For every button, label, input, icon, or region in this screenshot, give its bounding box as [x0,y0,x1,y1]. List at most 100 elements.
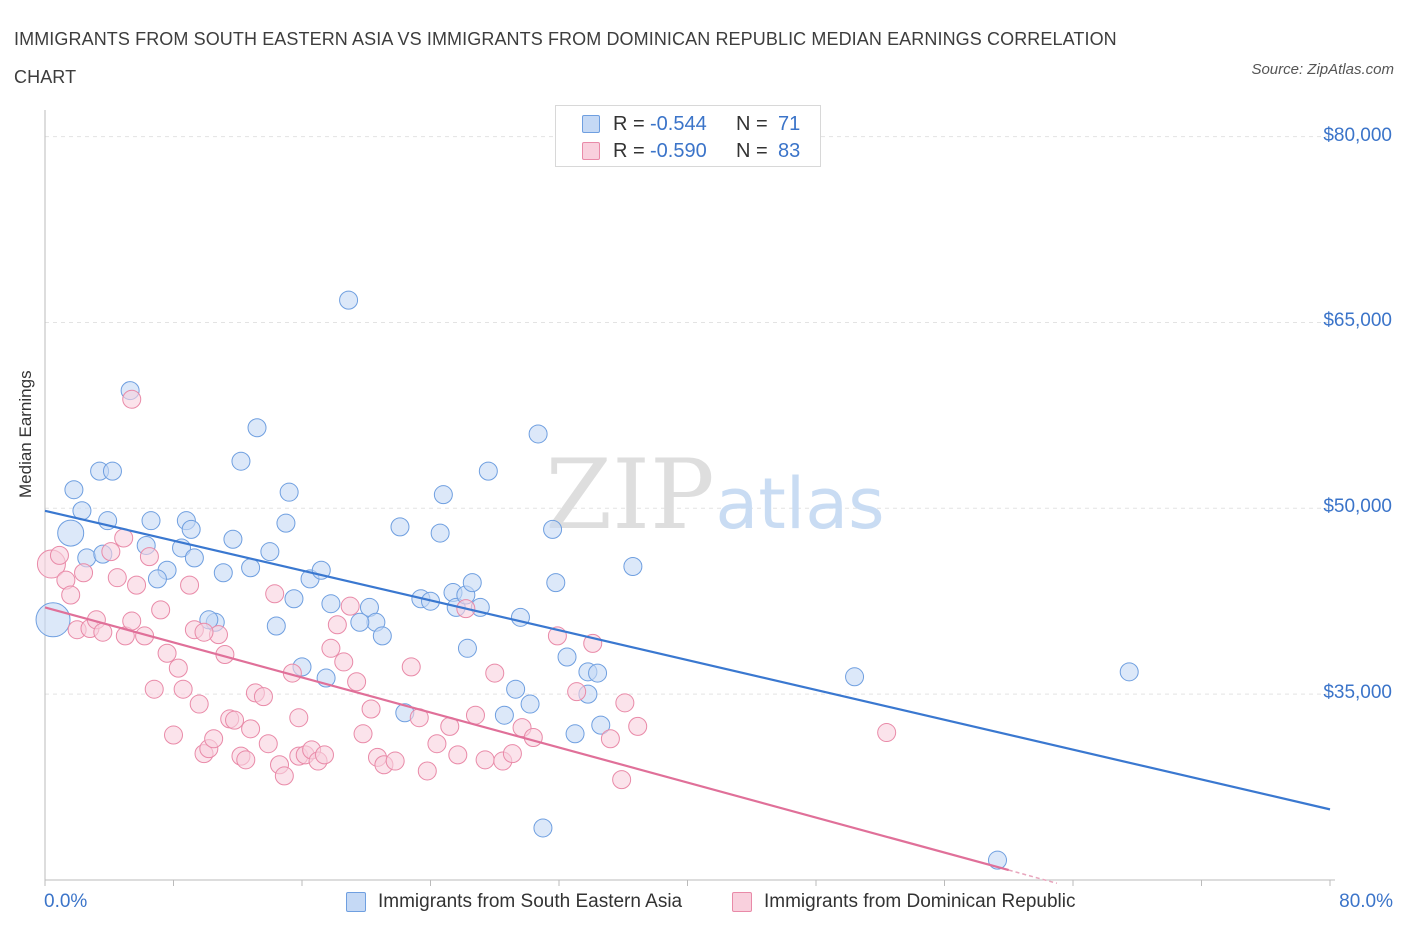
gridlines [45,136,1330,695]
legend-swatch-pink [582,142,600,160]
point-south-eastern-asia [506,679,526,699]
point-south-eastern-asia [591,715,611,735]
point-dominican-republic [189,694,209,714]
point-south-eastern-asia [276,513,296,533]
point-south-eastern-asia [321,594,341,614]
trend-line-extension-dominican-republic [1008,869,1058,885]
point-south-eastern-asia [543,519,563,539]
point-south-eastern-asia [284,589,304,609]
point-dominican-republic [180,575,200,595]
bottom-legend-label: Immigrants from South Eastern Asia [378,891,683,912]
point-dominican-republic [225,710,245,730]
point-south-eastern-asia [588,663,608,683]
source-label: Source: ZipAtlas.com [1251,61,1394,78]
legend-r-label: R = [613,113,645,135]
point-dominican-republic [289,708,309,728]
point-dominican-republic [204,729,224,749]
point-south-eastern-asia [565,724,585,744]
legend-n-label: N = [736,113,768,135]
point-south-eastern-asia [57,519,85,547]
point-dominican-republic [157,643,177,663]
x-tick-label-min: 0.0% [44,891,88,912]
point-dominican-republic [361,699,381,719]
watermark-atlas: atlas [715,463,884,545]
data-points [35,290,1139,870]
legend-n-label: N = [736,140,768,162]
point-south-eastern-asia [430,523,450,543]
point-south-eastern-asia [557,647,577,667]
point-dominican-republic [122,389,142,409]
point-south-eastern-asia [457,638,477,658]
point-dominican-republic [327,615,347,635]
point-south-eastern-asia [260,542,280,562]
y-tick-label: $50,000 [1323,496,1392,518]
point-dominican-republic [877,723,897,743]
point-south-eastern-asia [494,705,514,725]
point-south-eastern-asia [181,519,201,539]
chart-title: IMMIGRANTS FROM SOUTH EASTERN ASIA VS IM… [14,29,1117,87]
point-south-eastern-asia [478,461,498,481]
point-south-eastern-asia [339,290,359,310]
point-dominican-republic [347,672,367,692]
point-dominican-republic [628,716,648,736]
point-south-eastern-asia [528,424,548,444]
point-dominican-republic [274,766,294,786]
point-dominican-republic [615,693,635,713]
point-dominican-republic [101,542,121,562]
point-south-eastern-asia [350,612,370,632]
point-dominican-republic [49,545,69,565]
point-dominican-republic [258,734,278,754]
y-axis-label: Median Earnings [16,370,35,498]
legend-n-value: 71 [778,113,801,135]
correlation-legend: R = -0.544 N = 71 R = -0.590 N = 83 [555,105,821,167]
legend-r-label: R = [613,140,645,162]
point-south-eastern-asia [147,569,167,589]
point-south-eastern-asia [533,818,553,838]
point-south-eastern-asia [845,667,865,687]
point-dominican-republic [385,751,405,771]
trend-line-south-eastern-asia [44,509,1331,811]
point-dominican-republic [475,750,495,770]
bottom-legend-swatch-pink [732,892,752,912]
legend-r-value: -0.590 [650,140,707,162]
watermark-zip: ZIP [545,439,714,551]
point-dominican-republic [465,705,485,725]
point-south-eastern-asia [433,485,453,505]
point-dominican-republic [139,547,159,567]
point-dominican-republic [127,575,147,595]
point-south-eastern-asia [213,563,233,583]
point-dominican-republic [334,652,354,672]
y-tick-label: $65,000 [1323,310,1392,332]
axes [44,110,1335,886]
point-dominican-republic [151,600,171,620]
point-south-eastern-asia [241,558,261,578]
point-dominican-republic [314,745,334,765]
point-dominican-republic [236,750,256,770]
point-south-eastern-asia [372,626,392,646]
legend-swatch-blue [582,115,600,133]
point-dominican-republic [173,679,193,699]
point-dominican-republic [122,611,142,631]
point-south-eastern-asia [1119,662,1139,682]
point-dominican-republic [164,725,183,745]
point-south-eastern-asia [102,461,122,481]
point-dominican-republic [340,596,360,616]
point-south-eastern-asia [223,529,243,549]
point-dominican-republic [253,687,273,707]
point-dominican-republic [401,657,421,677]
point-dominican-republic [144,679,164,699]
point-dominican-republic [194,622,214,642]
x-tick-label-max: 80.0% [1339,891,1393,912]
point-south-eastern-asia [520,694,540,714]
point-south-eastern-asia [546,573,566,593]
point-south-eastern-asia [266,616,286,636]
bottom-legend-swatch-blue [346,892,366,912]
point-south-eastern-asia [184,548,204,568]
point-dominican-republic [168,658,188,678]
point-south-eastern-asia [141,511,161,531]
point-dominican-republic [612,770,632,790]
point-dominican-republic [448,745,468,765]
point-south-eastern-asia [64,480,84,500]
point-dominican-republic [600,729,620,749]
legend-r-value: -0.544 [650,113,707,135]
